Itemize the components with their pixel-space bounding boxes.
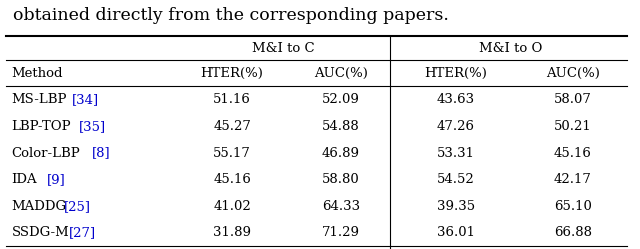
Text: LBP-TOP: LBP-TOP [12,120,71,133]
Text: 64.33: 64.33 [322,200,360,213]
Text: 58.07: 58.07 [554,93,592,106]
Text: 31.89: 31.89 [213,226,251,240]
Text: Color-LBP: Color-LBP [12,146,80,160]
Text: 51.16: 51.16 [213,93,251,106]
Text: HTER(%): HTER(%) [200,66,264,80]
Text: 47.26: 47.26 [437,120,475,133]
Text: [8]: [8] [92,146,110,160]
Text: 42.17: 42.17 [554,173,592,186]
Text: IDA: IDA [12,173,37,186]
Text: 53.31: 53.31 [437,146,475,160]
Text: [35]: [35] [79,120,106,133]
Text: 36.01: 36.01 [437,226,475,240]
Text: 46.89: 46.89 [322,146,360,160]
Text: MADDG: MADDG [12,200,67,213]
Text: obtained directly from the corresponding papers.: obtained directly from the corresponding… [13,7,449,24]
Text: 52.09: 52.09 [322,93,360,106]
Text: 45.16: 45.16 [213,173,251,186]
Text: 45.27: 45.27 [213,120,251,133]
Text: AUC(%): AUC(%) [546,66,600,80]
Text: 54.88: 54.88 [322,120,360,133]
Text: M&I to C: M&I to C [252,42,314,55]
Text: MS-LBP: MS-LBP [12,93,67,106]
Text: 55.17: 55.17 [213,146,251,160]
Text: [25]: [25] [64,200,91,213]
Text: 58.80: 58.80 [322,173,360,186]
Text: 54.52: 54.52 [437,173,475,186]
Text: AUC(%): AUC(%) [314,66,368,80]
Text: 50.21: 50.21 [554,120,591,133]
Text: Method: Method [12,66,63,80]
Text: SSDG-M: SSDG-M [12,226,69,240]
Text: [9]: [9] [47,173,65,186]
Text: 71.29: 71.29 [322,226,360,240]
Text: 45.16: 45.16 [554,146,592,160]
Text: HTER(%): HTER(%) [424,66,488,80]
Text: 66.88: 66.88 [554,226,592,240]
Text: [27]: [27] [69,226,96,240]
Text: 39.35: 39.35 [437,200,475,213]
Text: M&I to O: M&I to O [479,42,542,55]
Text: 43.63: 43.63 [437,93,475,106]
Text: [34]: [34] [72,93,99,106]
Text: 41.02: 41.02 [213,200,251,213]
Text: 65.10: 65.10 [554,200,592,213]
